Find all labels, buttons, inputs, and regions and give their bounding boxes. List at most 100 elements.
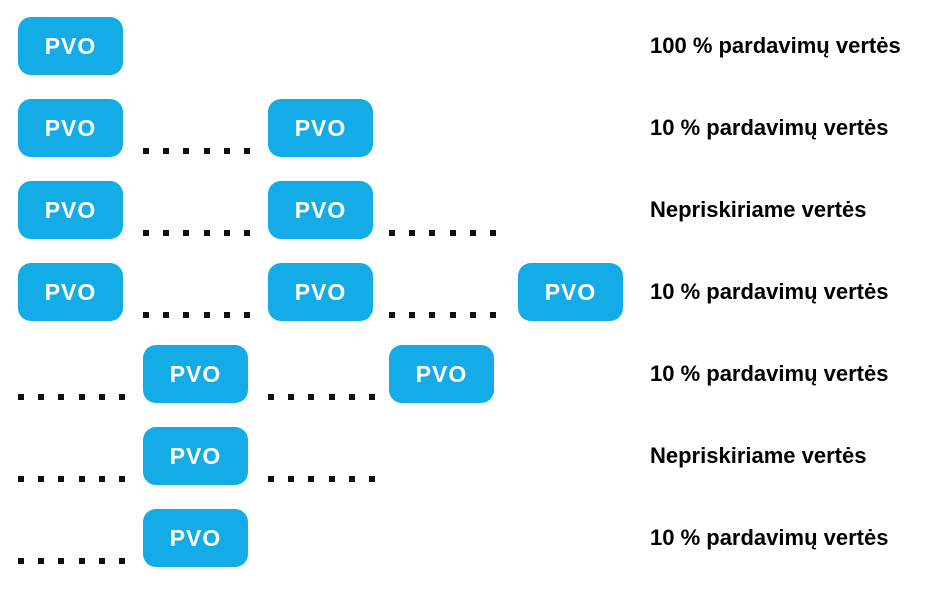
pvo-box: PVO [518, 263, 623, 321]
dot [429, 229, 436, 236]
dot [223, 229, 230, 236]
diagram-row: PVO 100 % pardavimų vertės [0, 17, 940, 75]
dot [78, 475, 85, 482]
pvo-box: PVO [268, 181, 373, 239]
pvo-box: PVO [143, 509, 248, 567]
dots-group [268, 475, 375, 482]
dots-group [18, 475, 125, 482]
dot [18, 393, 24, 400]
dot [223, 147, 230, 154]
pvo-box-label: PVO [44, 32, 97, 59]
pvo-box-label: PVO [169, 360, 222, 387]
pvo-box-label: PVO [294, 278, 347, 305]
diagram-row: PVO PVO 10 % pardavimų vertės [0, 99, 940, 157]
dot [118, 557, 125, 564]
diagram-row: PVO PVO 10 % pardavimų vertės [0, 345, 940, 403]
dots-group [268, 393, 375, 400]
dots-group [18, 557, 125, 564]
dot [98, 475, 105, 482]
dot [368, 475, 375, 482]
dot [328, 393, 335, 400]
pvo-box-label: PVO [294, 114, 347, 141]
row-cells: PVO PVO [0, 99, 940, 157]
dot [98, 557, 105, 564]
diagram-row: PVO 10 % pardavimų vertės [0, 509, 940, 567]
dot [288, 475, 295, 482]
dot [429, 311, 436, 318]
row-cells: PVO PVO [0, 345, 940, 403]
dot [183, 229, 190, 236]
pvo-box-label: PVO [169, 524, 222, 551]
dot [163, 311, 170, 318]
dot [203, 311, 210, 318]
pvo-box-label: PVO [44, 278, 97, 305]
dot [18, 557, 24, 564]
dot [368, 393, 375, 400]
dot [38, 393, 45, 400]
row-label: 10 % pardavimų vertės [650, 279, 889, 304]
row-label: 10 % pardavimų vertės [650, 115, 889, 140]
pvo-box: PVO [18, 181, 123, 239]
dots-group [389, 311, 496, 318]
row-cells: PVO [0, 427, 940, 485]
pvo-box-label: PVO [44, 196, 97, 223]
row-label: 10 % pardavimų vertės [650, 525, 889, 550]
dot [143, 147, 149, 154]
dot [118, 393, 125, 400]
diagram-row: PVO PVO PVO 10 % pardavimų vertės [0, 263, 940, 321]
dot [78, 393, 85, 400]
dot [38, 557, 45, 564]
dot [163, 147, 170, 154]
dot [469, 311, 476, 318]
dots-group [18, 393, 125, 400]
dot [288, 393, 295, 400]
row-label: 100 % pardavimų vertės [650, 33, 901, 58]
row-label: 10 % pardavimų vertės [650, 361, 889, 386]
row-label: Nepriskiriame vertės [650, 443, 867, 468]
pvo-box: PVO [389, 345, 494, 403]
pvo-box-label: PVO [169, 442, 222, 469]
dot [18, 475, 24, 482]
dot [328, 475, 335, 482]
pvo-box-label: PVO [544, 278, 597, 305]
dot [268, 475, 274, 482]
dot [449, 311, 456, 318]
row-label: Nepriskiriame vertės [650, 197, 867, 222]
pvo-box-label: PVO [415, 360, 468, 387]
dot [183, 311, 190, 318]
dot [183, 147, 190, 154]
pvo-box-label: PVO [44, 114, 97, 141]
pvo-box: PVO [268, 263, 373, 321]
diagram-row: PVO PVO Nepriskiriame vertės [0, 181, 940, 239]
dot [268, 393, 274, 400]
dot [243, 147, 250, 154]
dot [409, 311, 416, 318]
dot [118, 475, 125, 482]
dot [98, 393, 105, 400]
pvo-box: PVO [143, 345, 248, 403]
dot [38, 475, 45, 482]
pvo-box: PVO [268, 99, 373, 157]
dot [389, 311, 395, 318]
dots-group [143, 311, 250, 318]
pvo-box-label: PVO [294, 196, 347, 223]
row-cells: PVO PVO PVO [0, 263, 940, 321]
row-cells: PVO [0, 509, 940, 567]
dot [409, 229, 416, 236]
dot [223, 311, 230, 318]
dots-group [389, 229, 496, 236]
dots-group [143, 229, 250, 236]
dots-group [143, 147, 250, 154]
dot [243, 229, 250, 236]
pvo-box: PVO [18, 263, 123, 321]
dot [143, 311, 149, 318]
dot [203, 147, 210, 154]
pvo-box: PVO [143, 427, 248, 485]
dot [308, 475, 315, 482]
dot [489, 311, 496, 318]
dot [348, 475, 355, 482]
dot [78, 557, 85, 564]
dot [143, 229, 149, 236]
dot [243, 311, 250, 318]
